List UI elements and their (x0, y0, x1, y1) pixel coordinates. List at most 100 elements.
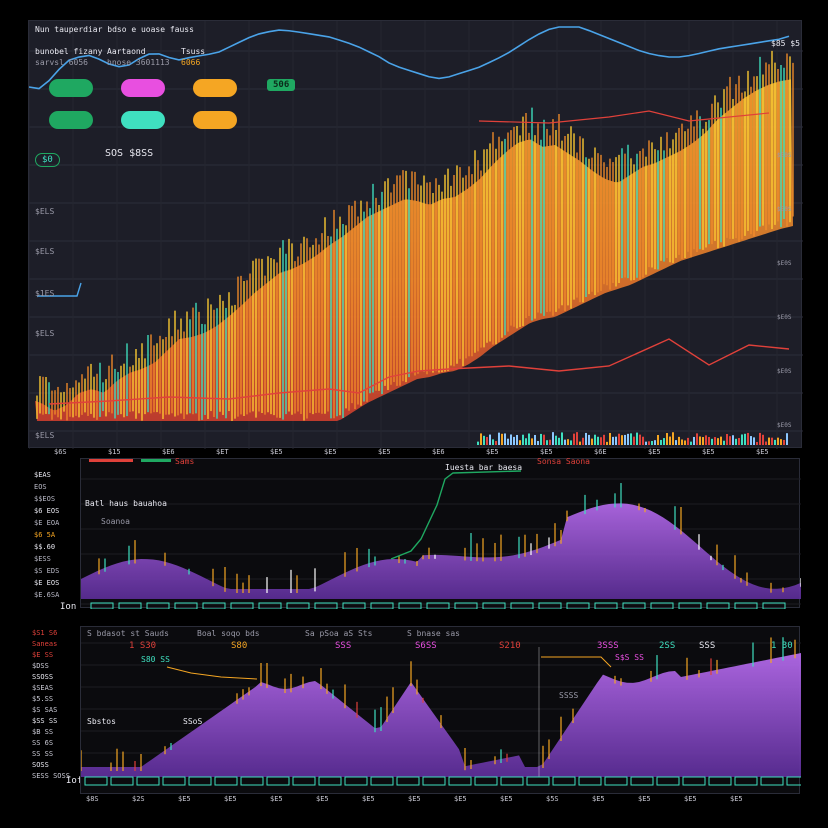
volume-bar (480, 433, 482, 445)
gold-thin-line (166, 666, 258, 680)
gold-legend-pill-2[interactable] (193, 111, 237, 129)
low-y-label-4: SSOSS (32, 673, 54, 681)
small-badge[interactable]: $0 (35, 153, 60, 167)
mid-volume-box (566, 602, 590, 609)
mid-y-label-5: $6 5A (34, 531, 56, 539)
low-volume-box (136, 776, 160, 786)
volume-bar (687, 437, 689, 445)
volume-bar (528, 433, 530, 445)
volume-bar (615, 436, 617, 445)
low-legend-2: S80 SS (141, 655, 170, 664)
low-value-3: S6SS (415, 641, 437, 651)
badge-506[interactable]: 506 (267, 79, 296, 91)
mid-volume-box (734, 602, 758, 609)
magenta-legend-pill[interactable] (121, 79, 165, 97)
volume-bar (588, 434, 590, 445)
right-tick-1: $E0S (777, 206, 792, 213)
volume-bar (486, 436, 488, 445)
volume-bar (549, 439, 551, 445)
low-chart-canvas (81, 637, 801, 786)
x-tick-7: $E6 (432, 448, 445, 456)
low-value-7: SSS (699, 641, 716, 651)
x-tick-2: $E6 (162, 448, 175, 456)
mid-volume-box (286, 602, 310, 609)
low-volume-box (240, 776, 264, 786)
mid-chart-panel: Sams Iuesta bar baesa Sonsa Saona Batl h… (80, 457, 801, 609)
low-volume-box (422, 776, 446, 786)
volume-bar (552, 432, 554, 445)
blue-series-line (29, 26, 790, 90)
low-volume-box (292, 776, 316, 786)
mid-volume-box (538, 602, 562, 609)
low-y-label-3: $DSS (32, 662, 49, 670)
volume-bar (624, 434, 626, 445)
low-x-tick-7: $E5 (408, 795, 421, 803)
volume-bar (477, 441, 479, 445)
volume-bar (633, 436, 635, 445)
mid-y-label-8: $S EDS (34, 567, 60, 575)
right-tick-4: $E0S (777, 368, 792, 375)
legend-head-3: Tsuss (181, 47, 206, 56)
x-tick-10: $6E (594, 448, 607, 456)
orange-area (35, 79, 793, 421)
low-x-tick-9: $E5 (500, 795, 513, 803)
mid-inner-sub: Soanoa (101, 517, 130, 526)
low-volume-box (630, 776, 654, 786)
corner-label: $85 $5 (771, 39, 800, 48)
mid-volume-box (230, 602, 254, 609)
volume-bar (543, 434, 545, 445)
low-y-label-7: $S SAS (32, 706, 58, 714)
red-upper-line (478, 110, 770, 124)
green-legend-pill-2[interactable] (49, 111, 93, 129)
low-volume-box (266, 776, 290, 786)
volume-bar (780, 439, 782, 445)
low-y-label-1: Saneas (32, 640, 58, 648)
volume-bar (525, 438, 527, 445)
volume-bar (654, 440, 656, 445)
volume-bar (756, 441, 758, 445)
mid-volume-box (370, 602, 394, 609)
volume-bar (705, 435, 707, 445)
low-inner-a: Sbstos (87, 717, 116, 726)
low-volume-box (448, 776, 472, 786)
low-volume-box (396, 776, 420, 786)
low-y-label-13: SESS SOSS (32, 772, 70, 780)
low-volume-box (734, 776, 758, 786)
volume-bar (570, 440, 572, 445)
volume-bar (501, 433, 503, 445)
volume-bar (714, 437, 716, 445)
volume-bar (699, 436, 701, 445)
green-series-line (390, 470, 522, 560)
volume-bar (537, 441, 539, 445)
volume-bar (732, 435, 734, 445)
green-legend-pill[interactable] (49, 79, 93, 97)
low-x-tick-14: $E5 (730, 795, 743, 803)
volume-bar (753, 437, 755, 445)
low-volume-box (656, 776, 680, 786)
volume-bar (663, 438, 665, 445)
mid-volume-box (398, 602, 422, 609)
low-volume-box (604, 776, 628, 786)
volume-bar (642, 436, 644, 445)
x-tick-5: $E5 (324, 448, 337, 456)
low-y-label-9: $B SS (32, 728, 54, 736)
low-x-tick-8: $E5 (454, 795, 467, 803)
volume-bar (513, 436, 515, 445)
left-label-1: $ELS (35, 207, 55, 216)
gold-legend-pill[interactable] (193, 79, 237, 97)
low-x-tick-2: $E5 (178, 795, 191, 803)
volume-bar (618, 433, 620, 445)
mid-volume-box (510, 602, 534, 609)
volume-bar (630, 433, 632, 445)
mid-volume-box (146, 602, 170, 609)
mid-legend-red-label: Sams (175, 457, 195, 466)
x-tick-0: $6S (54, 448, 67, 456)
low-volume-box (214, 776, 238, 786)
low-volume-box (760, 776, 784, 786)
low-x-tick-0: $8S (86, 795, 99, 803)
teal-legend-pill[interactable] (121, 111, 165, 129)
volume-bar (771, 437, 773, 445)
left-label-2: $ELS (35, 247, 55, 256)
volume-bar (708, 437, 710, 445)
volume-bar (774, 439, 776, 445)
